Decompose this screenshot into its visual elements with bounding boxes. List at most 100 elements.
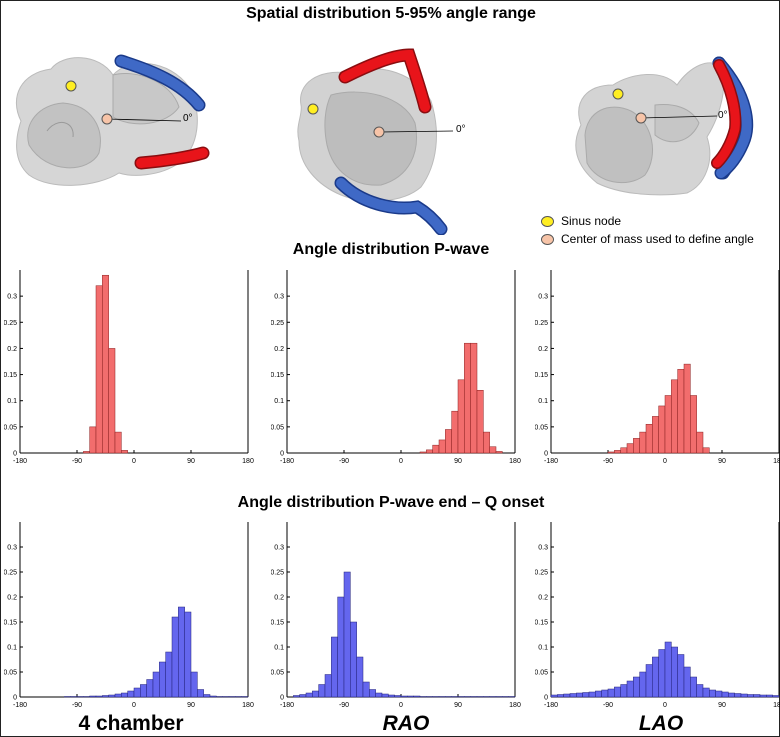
y-tick-label: 0 xyxy=(280,695,284,702)
histogram-bar xyxy=(337,596,345,698)
histogram-bar xyxy=(677,369,685,454)
y-tick-label: 0.1 xyxy=(274,645,284,652)
histogram-bar xyxy=(495,696,503,698)
y-tick-label: 0.2 xyxy=(7,595,17,602)
y-tick-label: 0.3 xyxy=(538,545,548,552)
y-tick-label: 0 xyxy=(280,451,284,458)
center-of-mass-4-chamber xyxy=(101,113,113,125)
y-tick-label: 0.1 xyxy=(7,645,17,652)
histogram-bar xyxy=(557,694,564,698)
heart-lao xyxy=(575,56,754,196)
histogram-bar xyxy=(614,450,621,454)
y-tick-label: 0.1 xyxy=(538,398,548,405)
histogram-bar xyxy=(127,690,135,698)
histogram-bar xyxy=(209,695,217,698)
x-tick-label: 0 xyxy=(663,702,667,709)
y-tick-label: 0.2 xyxy=(7,346,17,353)
y-tick-label: 0.25 xyxy=(271,570,284,577)
y-tick-label: 0 xyxy=(544,451,548,458)
x-tick-label: -180 xyxy=(280,702,294,709)
histogram-bar xyxy=(140,684,147,698)
x-tick-label: 180 xyxy=(509,458,521,465)
zero-degree-label-lao: 0° xyxy=(718,110,728,121)
histogram-bar xyxy=(457,379,465,454)
center-of-mass-rao xyxy=(373,126,385,138)
histogram-pwave-4-chamber: 0 0.05 0.1 0.15 0.2 0.25 0.3 -180 -90 0 90 180 xyxy=(4,270,254,465)
histogram-bar xyxy=(362,681,370,698)
y-tick-label: 0 xyxy=(13,695,17,702)
histogram-bar xyxy=(102,695,109,698)
histogram-bar xyxy=(95,695,103,698)
x-tick-label: 90 xyxy=(718,702,726,709)
histogram-bar xyxy=(400,695,408,698)
histogram-bar xyxy=(759,694,767,698)
y-tick-label: 0.25 xyxy=(4,570,17,577)
y-tick-label: 0 xyxy=(544,695,548,702)
x-tick-label: -90 xyxy=(72,458,82,465)
x-tick-label: -180 xyxy=(544,702,558,709)
histogram-bar xyxy=(690,676,697,698)
histogram-bar xyxy=(331,636,338,698)
histogram-bar xyxy=(343,571,351,698)
x-tick-label: -180 xyxy=(544,458,558,465)
y-tick-label: 0.05 xyxy=(535,424,548,431)
histogram-bar xyxy=(588,691,596,698)
histogram-bar xyxy=(235,696,242,698)
histogram-bar xyxy=(502,696,509,698)
histogram-bar xyxy=(184,611,192,698)
histogram-bar xyxy=(432,696,440,698)
histogram-bar xyxy=(438,696,446,698)
x-tick-label: 90 xyxy=(718,458,726,465)
histogram-pq-4-chamber: 0 0.05 0.1 0.15 0.2 0.25 0.3 -180 -90 0 90 180 xyxy=(4,522,254,709)
x-tick-label: -90 xyxy=(603,458,613,465)
y-tick-label: 0.15 xyxy=(535,620,548,627)
histogram-bar xyxy=(696,431,704,454)
histogram-bar xyxy=(407,695,414,698)
histogram-bar xyxy=(607,688,615,698)
histogram-bar xyxy=(677,654,685,698)
x-tick-label: 90 xyxy=(187,458,195,465)
histogram-bar xyxy=(753,694,761,698)
histogram-pwave-rao: 0 0.05 0.1 0.15 0.2 0.25 0.3 -180 -90 0 90 180 xyxy=(271,270,521,465)
histogram-bar xyxy=(464,696,471,698)
histogram-bar xyxy=(563,693,571,698)
histogram-bar xyxy=(165,651,173,698)
histogram-bar xyxy=(702,447,710,454)
histogram-bar xyxy=(121,450,128,454)
x-tick-label: 90 xyxy=(187,702,195,709)
histogram-bar xyxy=(89,426,97,454)
y-tick-label: 0.25 xyxy=(4,320,17,327)
histogram-bar xyxy=(620,447,628,454)
zero-degree-label-4-chamber: 0° xyxy=(183,113,193,124)
y-tick-label: 0.2 xyxy=(538,595,548,602)
histogram-bar xyxy=(614,686,621,698)
histogram-bar xyxy=(645,664,653,698)
histogram-bar xyxy=(159,661,166,698)
sinus-node-rao xyxy=(307,103,319,115)
histogram-bar xyxy=(607,451,615,454)
histogram-bar xyxy=(633,676,640,698)
legend-label: Center of mass used to define angle xyxy=(561,232,754,246)
histogram-bar xyxy=(508,696,516,698)
histogram-bar xyxy=(772,695,780,698)
histogram-bar xyxy=(89,695,97,698)
histogram-pq-rao: 0 0.05 0.1 0.15 0.2 0.25 0.3 -180 -90 0 90 180 xyxy=(271,522,521,709)
x-tick-label: 0 xyxy=(399,702,403,709)
histogram-bar xyxy=(690,395,697,454)
histogram-bar xyxy=(476,390,484,454)
x-tick-label: -90 xyxy=(339,458,349,465)
histogram-bar xyxy=(489,446,497,454)
histogram-bar xyxy=(121,692,128,698)
sinus-node-4-chamber xyxy=(65,80,77,92)
histogram-bar xyxy=(114,693,122,698)
histogram-bar xyxy=(108,694,116,698)
histogram-bar xyxy=(652,656,659,698)
histogram-bar xyxy=(152,671,160,698)
histogram-bar xyxy=(388,694,395,698)
histogram-bar xyxy=(171,616,179,698)
histogram-bar xyxy=(626,443,634,454)
histogram-bar xyxy=(318,684,326,698)
histogram-bar xyxy=(633,438,640,454)
histogram-bar xyxy=(178,606,185,698)
